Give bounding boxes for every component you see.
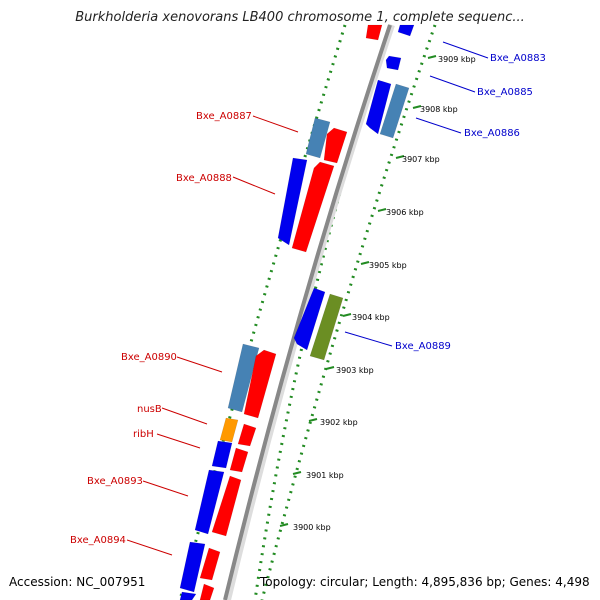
tick-label-3901: 3901 kbp <box>306 471 344 480</box>
gene-arrow[interactable] <box>237 423 257 447</box>
chromosome-backbone <box>223 24 392 600</box>
gene-bxe-a0888[interactable] <box>277 157 308 246</box>
label-ribH[interactable]: ribH <box>133 429 154 440</box>
gene-arrow[interactable] <box>211 475 242 537</box>
gene-arrow[interactable] <box>293 287 326 351</box>
genes <box>179 24 415 600</box>
leader-line <box>429 75 476 93</box>
gene-labels: Bxe_A0887 Bxe_A0888 Bxe_A0890 nusB ribH … <box>70 53 546 546</box>
right-track-boundary <box>260 24 437 600</box>
gene-bxe-a0890[interactable] <box>227 343 260 413</box>
tick-mark <box>308 418 318 422</box>
tick-mark <box>325 366 335 370</box>
gene-arrow[interactable] <box>365 24 383 41</box>
map-title: Burkholderia xenovorans LB400 chromosome… <box>75 10 525 25</box>
tick-label-3907: 3907 kbp <box>402 155 440 164</box>
gene-bxe-a0887[interactable] <box>305 117 331 159</box>
gene-arrow[interactable] <box>243 349 277 419</box>
label-bxe-a0894[interactable]: Bxe_A0894 <box>70 535 126 546</box>
tick-mark <box>377 208 387 212</box>
gene-arrow[interactable] <box>291 161 335 253</box>
tick-label-3905: 3905 kbp <box>369 261 407 270</box>
leader-line <box>126 539 173 556</box>
gene-arrow[interactable] <box>229 447 249 473</box>
gene-bxe-a0885[interactable] <box>365 79 392 135</box>
tick-mark <box>412 105 422 109</box>
gene-ribH[interactable] <box>211 440 233 469</box>
tick-label-3908: 3908 kbp <box>420 105 458 114</box>
gene-nusB[interactable] <box>219 417 239 443</box>
tick-label-3902: 3902 kbp <box>320 418 358 427</box>
tick-label-3906: 3906 kbp <box>386 208 424 217</box>
leader-line <box>344 331 393 347</box>
tick-mark <box>279 523 289 527</box>
tick-marks <box>279 55 437 527</box>
tick-mark <box>360 261 370 265</box>
leader-line <box>442 41 489 59</box>
tick-label-3904: 3904 kbp <box>352 313 390 322</box>
tick-mark <box>395 155 405 159</box>
label-bxe-a0889[interactable]: Bxe_A0889 <box>395 341 451 352</box>
gene-arrow[interactable] <box>199 547 221 581</box>
label-bxe-a0893[interactable]: Bxe_A0893 <box>87 476 143 487</box>
tick-label-3900: 3900 kbp <box>293 523 331 532</box>
label-nusB[interactable]: nusB <box>137 404 162 415</box>
label-bxe-a0888[interactable]: Bxe_A0888 <box>176 173 232 184</box>
gene-bxe-a0889[interactable] <box>309 293 344 361</box>
gene-arrow[interactable] <box>323 127 348 164</box>
tick-mark <box>427 55 437 59</box>
gene-arrow[interactable] <box>385 55 402 71</box>
gene-bxe-a0893[interactable] <box>194 469 225 535</box>
label-leader-lines <box>126 41 489 556</box>
leader-line <box>176 356 223 373</box>
leader-line <box>415 117 462 134</box>
tick-label-3903: 3903 kbp <box>336 366 374 375</box>
tick-label-3909: 3909 kbp <box>438 55 476 64</box>
gene-arrow[interactable] <box>179 591 197 600</box>
tick-labels: 3909 kbp 3908 kbp 3907 kbp 3906 kbp 3905… <box>293 55 476 532</box>
label-bxe-a0886[interactable]: Bxe_A0886 <box>464 128 520 139</box>
tick-mark <box>342 313 352 317</box>
label-bxe-a0890[interactable]: Bxe_A0890 <box>121 352 177 363</box>
gene-arrow[interactable] <box>397 24 415 37</box>
label-bxe-a0885[interactable]: Bxe_A0885 <box>477 87 533 98</box>
leader-line <box>161 407 208 425</box>
leader-line <box>232 176 276 195</box>
accession-text: Accession: NC_007951 <box>9 575 146 589</box>
leader-line <box>156 433 201 449</box>
gene-bxe-a0886[interactable] <box>379 83 410 139</box>
label-bxe-a0883[interactable]: Bxe_A0883 <box>490 53 546 64</box>
gene-bxe-a0894[interactable] <box>179 541 206 593</box>
gene-arrow[interactable] <box>199 583 215 600</box>
leader-line <box>142 480 189 497</box>
topology-text: Topology: circular; Length: 4,895,836 bp… <box>260 575 590 589</box>
tick-mark <box>292 471 302 475</box>
leader-line <box>252 115 299 133</box>
label-bxe-a0887[interactable]: Bxe_A0887 <box>196 111 252 122</box>
